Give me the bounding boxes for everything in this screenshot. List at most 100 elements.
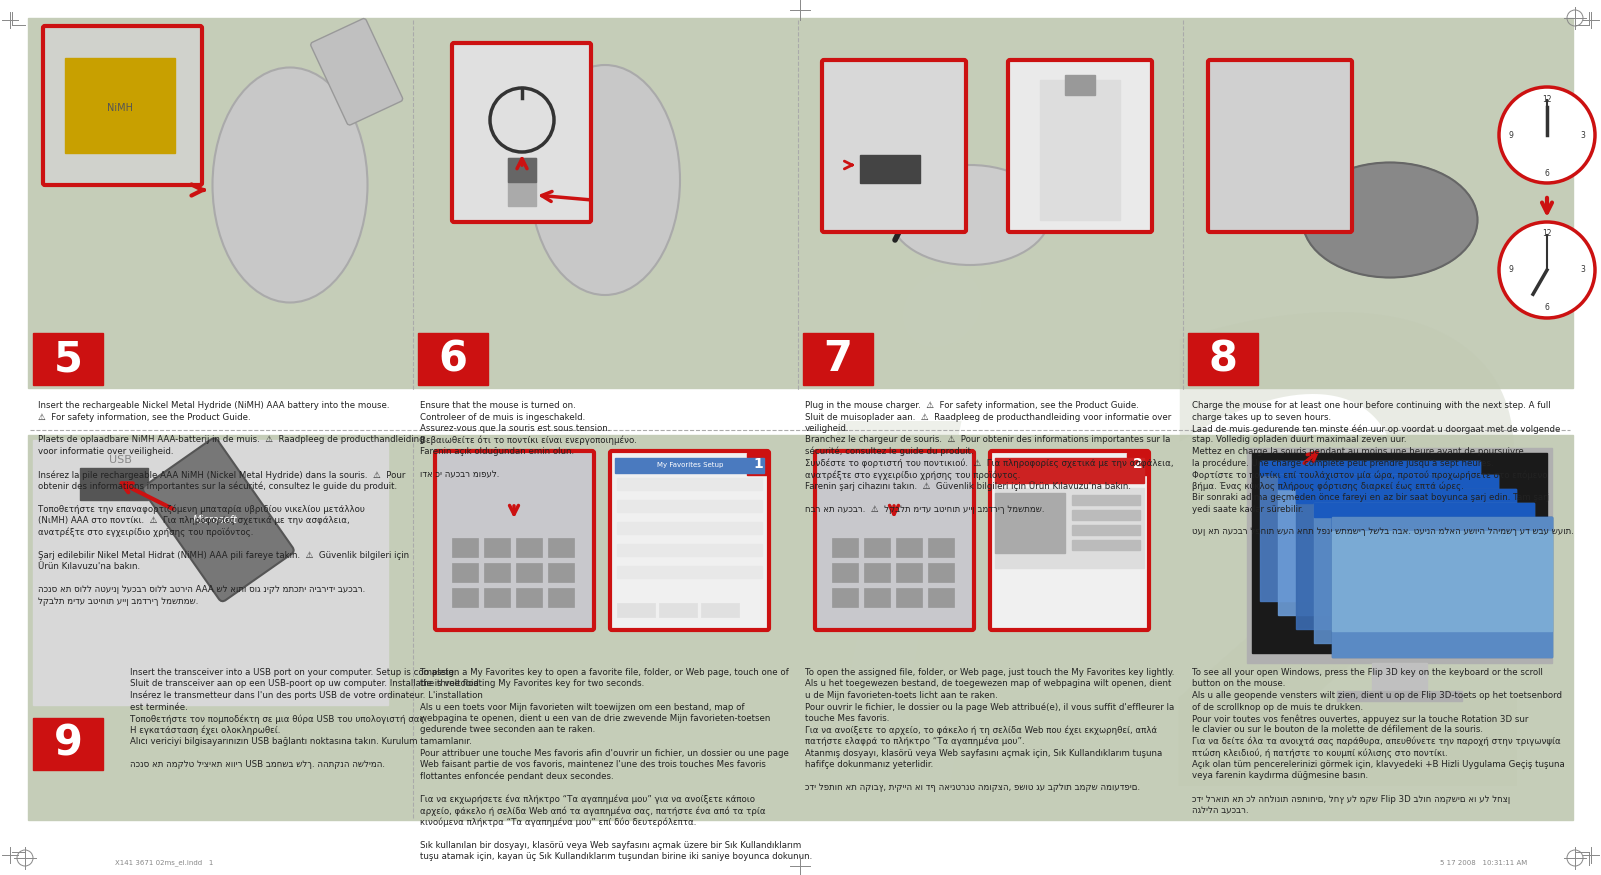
- Text: 3: 3: [1580, 130, 1585, 139]
- Text: 2: 2: [1134, 457, 1143, 471]
- Bar: [27, 18, 1574, 388]
- Bar: [897, 563, 922, 582]
- Bar: [660, 603, 696, 617]
- Text: le clavier ou sur le bouton de la molette de défilement de la souris.: le clavier ou sur le bouton de la molett…: [1193, 725, 1483, 734]
- Bar: [508, 158, 536, 182]
- Text: Φορτίστε το ποντίκι επί τουλάχιστον μία ώρα, προτού προχωρήσετε στο επόμενο: Φορτίστε το ποντίκι επί τουλάχιστον μία …: [1193, 470, 1548, 480]
- Bar: [994, 458, 1145, 483]
- Text: 9: 9: [1508, 265, 1513, 275]
- FancyBboxPatch shape: [989, 451, 1150, 630]
- Text: Συνδέστε το φορτιστή του ποντικιού.  ⚠  Για πληροφορίες σχετικά με την ασφάλεια,: Συνδέστε το φορτιστή του ποντικιού. ⚠ Γι…: [805, 458, 1174, 468]
- Text: 12: 12: [1542, 94, 1551, 103]
- Bar: [833, 563, 858, 582]
- Text: πτώση κλειδιού, ή πατήστε το κουμπί κύλισης στο ποντίκι.: πτώση κλειδιού, ή πατήστε το κουμπί κύλι…: [1193, 748, 1447, 758]
- Bar: [994, 493, 1065, 553]
- Bar: [516, 588, 543, 607]
- Text: button on the mouse.: button on the mouse.: [1193, 680, 1286, 689]
- Text: Laad de muis gedurende ten minste één uur op voordat u doorgaat met de volgende: Laad de muis gedurende ten minste één uu…: [1193, 424, 1561, 433]
- Bar: [929, 538, 954, 557]
- Text: Als u een toets voor Mijn favorieten wilt toewijzen om een bestand, map of: Als u een toets voor Mijn favorieten wil…: [419, 703, 744, 711]
- Text: 12: 12: [1542, 229, 1551, 239]
- Text: tuşu atamak için, kayan üç Sık Kullandıklarım tuşundan birine iki saniye boyunca: tuşu atamak için, kayan üç Sık Kullandık…: [419, 852, 812, 861]
- Bar: [1260, 461, 1479, 475]
- Text: Insérez la pile rechargeable AAA NiMH (Nickel Metal Hydride) dans la souris.  ⚠ : Insérez la pile rechargeable AAA NiMH (N…: [38, 470, 405, 480]
- Text: Ürün Kılavuzu'na bakın.: Ürün Kılavuzu'na bakın.: [38, 562, 141, 571]
- Bar: [994, 488, 1145, 568]
- Bar: [516, 563, 543, 582]
- Bar: [1295, 489, 1516, 629]
- Text: Şarj edilebilir Nikel Metal Hidrat (NiMH) AAA pili fareye takın.  ⚠  Güvenlik bi: Şarj edilebilir Nikel Metal Hidrat (NiMH…: [38, 550, 410, 559]
- Bar: [34, 718, 102, 770]
- Bar: [1278, 475, 1499, 615]
- Circle shape: [1499, 87, 1595, 183]
- Text: Ensure that the mouse is turned on.: Ensure that the mouse is turned on.: [419, 401, 576, 410]
- Text: 5 17 2008   10:31:11 AM: 5 17 2008 10:31:11 AM: [1439, 860, 1527, 866]
- Bar: [616, 478, 762, 490]
- Bar: [616, 544, 762, 556]
- Text: X141 3671 02ms_el.indd   1: X141 3671 02ms_el.indd 1: [115, 859, 213, 866]
- Text: Als u alle geopende vensters wilt zien, dient u op de Flip 3D-toets op het toets: Als u alle geopende vensters wilt zien, …: [1193, 691, 1563, 700]
- Bar: [1065, 75, 1095, 95]
- FancyBboxPatch shape: [1209, 60, 1351, 232]
- Ellipse shape: [530, 65, 680, 295]
- Bar: [27, 435, 1574, 820]
- Bar: [484, 588, 511, 607]
- Text: Τοποθετήστε την επαναφορτιζόμενη μπαταρία υβριδίου νικελίου μετάλλου: Τοποθετήστε την επαναφορτιζόμενη μπαταρί…: [38, 505, 365, 514]
- Bar: [616, 603, 655, 617]
- Bar: [1073, 495, 1140, 505]
- Text: la procédure. Une charge complète peut prendre jusqu'à sept heures.: la procédure. Une charge complète peut p…: [1193, 458, 1494, 468]
- Bar: [451, 563, 479, 582]
- Bar: [1332, 531, 1551, 631]
- Text: 6: 6: [1545, 169, 1550, 178]
- Bar: [1332, 517, 1551, 657]
- Bar: [929, 588, 954, 607]
- Bar: [1188, 333, 1258, 385]
- Text: 6: 6: [1545, 304, 1550, 312]
- Text: הגלילה בעכבר.: הגלילה בעכבר.: [1193, 806, 1249, 815]
- Bar: [616, 522, 762, 534]
- Text: Pour attribuer une touche Mes favoris afin d'ouvrir un fichier, un dossier ou un: Pour attribuer une touche Mes favoris af…: [419, 748, 789, 758]
- Text: To see all your open Windows, press the Flip 3D key on the keyboard or the scrol: To see all your open Windows, press the …: [1193, 668, 1543, 677]
- Bar: [897, 588, 922, 607]
- FancyBboxPatch shape: [311, 18, 403, 125]
- Text: Branchez le chargeur de souris.  ⚠  Pour obtenir des informations importantes su: Branchez le chargeur de souris. ⚠ Pour o…: [805, 436, 1170, 444]
- Text: Pour voir toutes vos fenêtres ouvertes, appuyez sur la touche Rotation 3D sur: Pour voir toutes vos fenêtres ouvertes, …: [1193, 714, 1529, 724]
- Text: flottantes enfoncée pendant deux secondes.: flottantes enfoncée pendant deux seconde…: [419, 772, 613, 781]
- Text: the three floating My Favorites key for two seconds.: the three floating My Favorites key for …: [419, 680, 644, 689]
- Text: Web faisant partie de vos favoris, maintenez l'une des trois touches Mes favoris: Web faisant partie de vos favoris, maint…: [419, 760, 765, 769]
- Bar: [833, 588, 858, 607]
- Bar: [1314, 503, 1534, 643]
- Text: u de Mijn favorieten-toets licht aan te raken.: u de Mijn favorieten-toets licht aan te …: [805, 691, 997, 700]
- Bar: [1041, 80, 1121, 220]
- Text: ודא כי העכבר מופעל.: ודא כי העכבר מופעל.: [419, 470, 500, 479]
- Bar: [1127, 453, 1150, 475]
- Text: ανατρέξτε στο εγχειρίδιο χρήσης του προϊόντος.: ανατρέξτε στο εγχειρίδιο χρήσης του προϊ…: [38, 528, 253, 537]
- Text: ανατρέξτε στο εγχειρίδιο χρήσης του προϊόντος.: ανατρέξτε στο εγχειρίδιο χρήσης του προϊ…: [805, 470, 1020, 480]
- Bar: [865, 563, 890, 582]
- Text: stap. Volledig opladen duurt maximaal zeven uur.: stap. Volledig opladen duurt maximaal ze…: [1193, 436, 1407, 444]
- Bar: [616, 566, 762, 578]
- Bar: [701, 603, 740, 617]
- Bar: [1252, 453, 1547, 653]
- Text: Controleer of de muis is ingeschakeld.: Controleer of de muis is ingeschakeld.: [419, 412, 586, 422]
- Bar: [451, 588, 479, 607]
- Bar: [1295, 489, 1516, 503]
- Text: Η εγκατάσταση έχει ολοκληρωθεί.: Η εγκατάσταση έχει ολοκληρωθεί.: [130, 725, 280, 735]
- Text: הכנס את המקלט ליציאת אוויר USB במחשב שלך. ההתקנה השלימה.: הכנס את המקלט ליציאת אוויר USB במחשב שלך…: [130, 760, 384, 769]
- Text: Τοποθετήστε τον πομποδέκτη σε μια θύρα USB του υπολογιστή σας.: Τοποθετήστε τον πομποδέκτη σε μια θύρα U…: [130, 714, 427, 724]
- Text: USB: USB: [109, 455, 131, 465]
- Bar: [1260, 461, 1479, 601]
- Text: veya farenin kaydırma düğmesine basın.: veya farenin kaydırma düğmesine basın.: [1193, 772, 1369, 780]
- Text: My Favorites Setup: My Favorites Setup: [656, 462, 724, 468]
- Text: Insert the transceiver into a USB port on your computer. Setup is complete.: Insert the transceiver into a USB port o…: [130, 668, 456, 677]
- FancyBboxPatch shape: [451, 43, 591, 222]
- Bar: [860, 155, 921, 183]
- Bar: [1278, 475, 1499, 489]
- Bar: [548, 538, 575, 557]
- Text: Als u het toegewezen bestand, de toegewezen map of webpagina wilt openen, dient: Als u het toegewezen bestand, de toegewe…: [805, 680, 1172, 689]
- Text: αρχείο, φάκελο ή σελίδα Web από τα αγαπημένα σας, πατήστε ένα από τα τρία: αρχείο, φάκελο ή σελίδα Web από τα αγαπη…: [419, 806, 765, 816]
- Text: est terminée.: est terminée.: [130, 703, 187, 711]
- Text: Atanmış dosyayı, klasörü veya Web sayfasını açmak için, Sık Kullandıklarım tuşun: Atanmış dosyayı, klasörü veya Web sayfas…: [805, 748, 1162, 758]
- Text: Alıcı vericiyi bilgisayarınızın USB bağlantı noktasına takın. Kurulum tamamlanır: Alıcı vericiyi bilgisayarınızın USB bağl…: [130, 737, 472, 746]
- Bar: [1314, 503, 1534, 517]
